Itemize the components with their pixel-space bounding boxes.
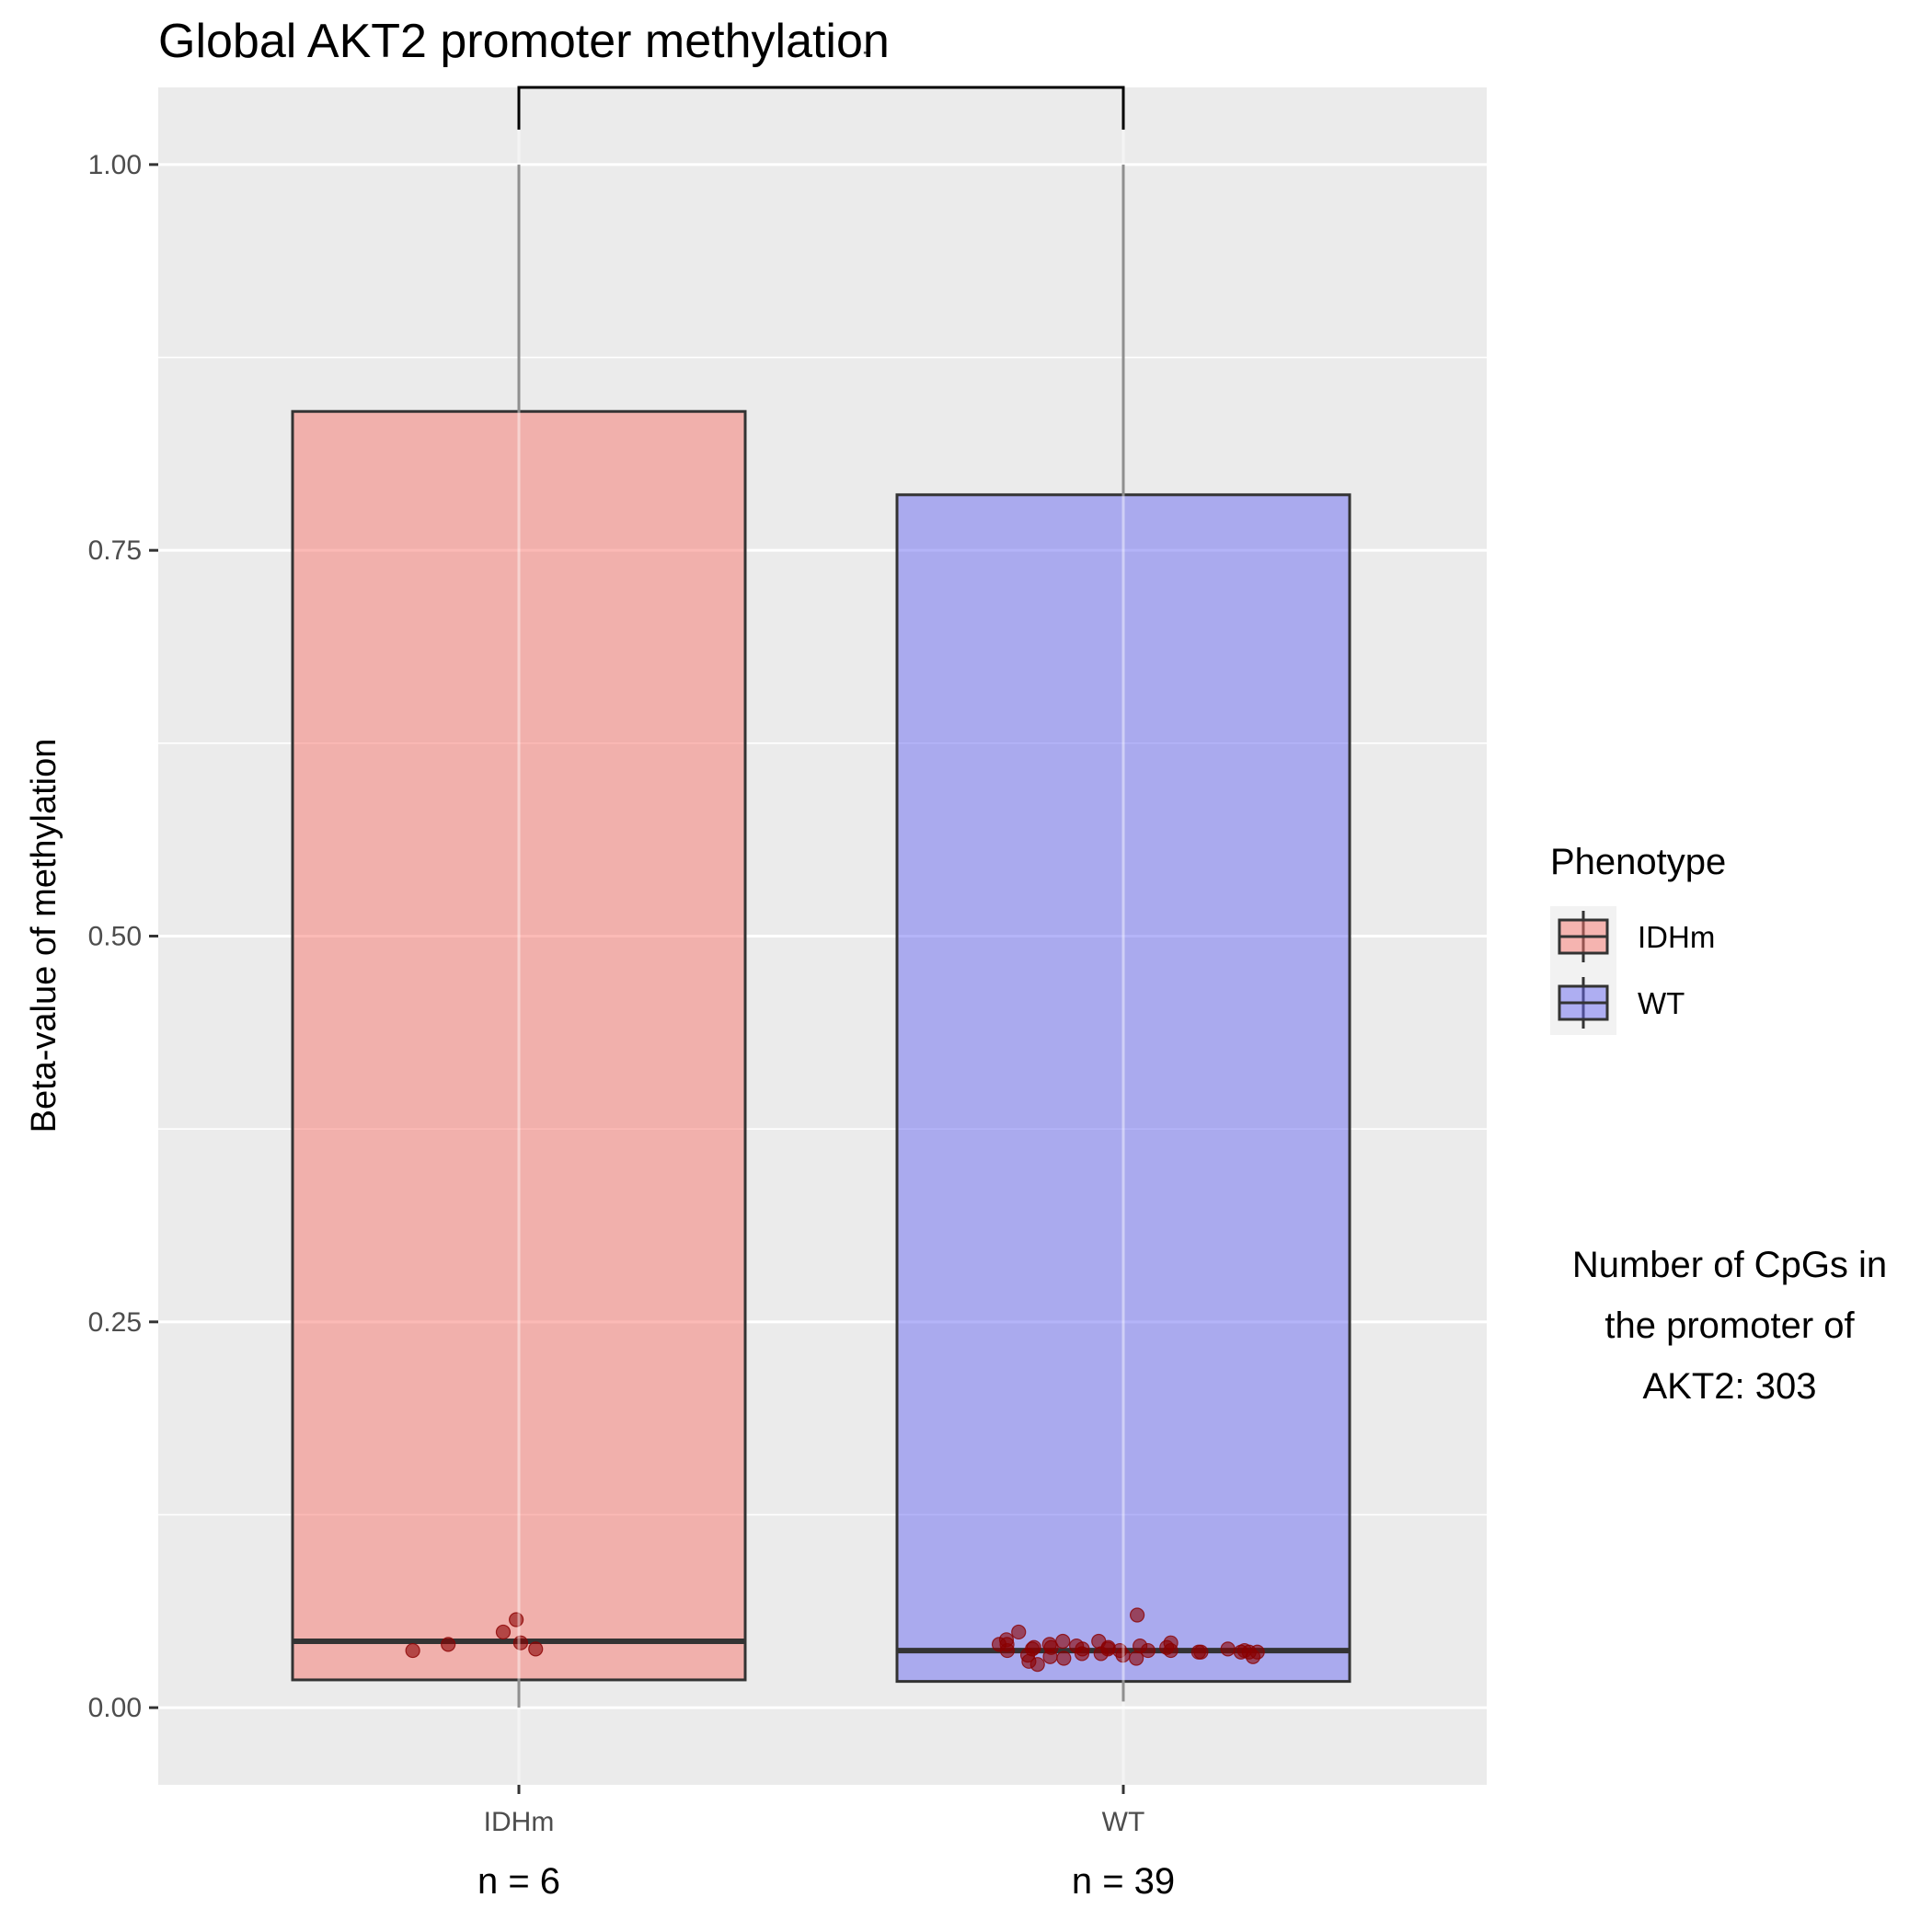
legend-keys [1550, 906, 1616, 1035]
data-point [1220, 1641, 1236, 1657]
boxes [291, 164, 1351, 1708]
data-point [1074, 1646, 1090, 1662]
legend-key-wt [1558, 977, 1609, 1029]
jitter-points [405, 1607, 1265, 1673]
y-axis-title: Beta-value of methylation [25, 739, 63, 1133]
data-point [1056, 1650, 1072, 1666]
legend: Phenotype IDHm WT [1550, 842, 1726, 1035]
data-point [999, 1642, 1015, 1659]
box-body [895, 493, 1351, 1684]
bracket-line [517, 86, 1125, 130]
data-point [509, 1612, 524, 1627]
cpg-note-line-2: the promoter of [1604, 1305, 1855, 1346]
data-point [495, 1624, 512, 1640]
y-tick-label: 0.75 [88, 535, 142, 566]
data-point [1019, 1648, 1036, 1663]
sample-count-label: n = 39 [1072, 1861, 1175, 1902]
data-point [1043, 1639, 1059, 1655]
x-tick-label: WT [1102, 1807, 1145, 1837]
data-point [441, 1637, 456, 1652]
data-point [1163, 1642, 1179, 1659]
data-point [1011, 1624, 1027, 1640]
data-point [1100, 1639, 1116, 1655]
data-point [512, 1635, 529, 1650]
sample-count-label: n = 6 [477, 1861, 560, 1902]
data-point [1249, 1644, 1265, 1660]
y-tick-label: 1.00 [88, 150, 142, 180]
axes: 0.00 0.25 0.50 0.75 1.00 IDHm n = 6 WT n = 39 [88, 150, 1176, 1902]
y-tick-label: 0.00 [88, 1693, 142, 1723]
box-body [291, 409, 747, 1682]
legend-key-idhm [1558, 911, 1609, 962]
legend-title: Phenotype [1550, 842, 1726, 882]
data-point [1029, 1657, 1045, 1673]
cpg-note: Number of CpGs in the promoter of AKT2: … [1572, 1245, 1887, 1407]
bracket-label: - [863, 36, 872, 66]
x-tick-label: IDHm [484, 1807, 555, 1837]
y-tick-label: 0.25 [88, 1307, 142, 1338]
box-wt [895, 164, 1351, 1702]
data-point [405, 1642, 420, 1659]
box-idhm [291, 164, 747, 1708]
legend-label-wt: WT [1638, 986, 1685, 1020]
data-point [1233, 1644, 1248, 1660]
data-point [1190, 1644, 1206, 1660]
x-grid-lines [517, 87, 1125, 1785]
data-point [528, 1641, 544, 1657]
data-point [1133, 1638, 1148, 1654]
significance-bracket: - [517, 36, 1125, 130]
plot-title: Global AKT2 promoter methylation [158, 15, 890, 68]
data-point [1129, 1607, 1145, 1623]
data-point [1129, 1650, 1144, 1666]
cpg-note-line-3: AKT2: 303 [1642, 1366, 1816, 1407]
y-tick-label: 0.50 [88, 922, 142, 952]
legend-label-idhm: IDHm [1638, 920, 1715, 954]
cpg-note-line-1: Number of CpGs in [1572, 1245, 1887, 1285]
